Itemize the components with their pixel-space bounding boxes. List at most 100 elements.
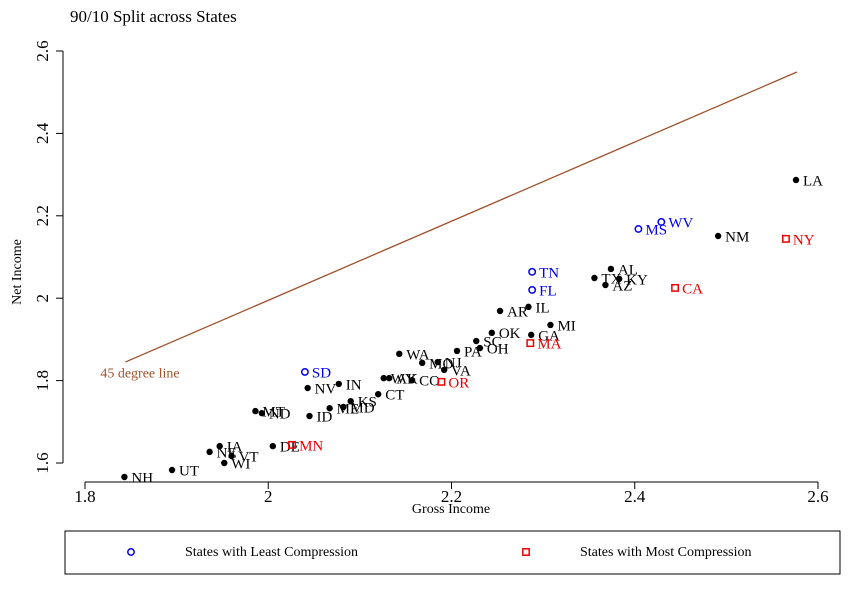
point-label: ME bbox=[337, 402, 360, 418]
point-label: CA bbox=[682, 281, 703, 297]
point bbox=[269, 442, 277, 450]
point bbox=[657, 218, 666, 226]
point bbox=[385, 374, 393, 382]
point bbox=[304, 384, 311, 392]
point-label: MI bbox=[557, 318, 575, 334]
point bbox=[252, 407, 259, 415]
legend-label: States with Least Compression bbox=[185, 545, 358, 560]
point-label: WA bbox=[406, 347, 429, 363]
point-label: NY bbox=[793, 232, 815, 248]
y-tick-label: 1.8 bbox=[33, 370, 52, 391]
point-label: KS bbox=[358, 395, 377, 411]
point bbox=[781, 234, 790, 243]
point bbox=[488, 329, 496, 337]
point bbox=[528, 286, 537, 294]
point bbox=[168, 466, 176, 474]
point-label: IA bbox=[227, 440, 243, 456]
reference-label: 45 degree line bbox=[100, 366, 179, 381]
y-tick-label: 2.6 bbox=[33, 40, 52, 61]
point bbox=[347, 398, 354, 405]
point bbox=[526, 339, 535, 348]
point-label: ID bbox=[316, 409, 332, 425]
point bbox=[396, 350, 403, 358]
point bbox=[453, 347, 461, 355]
point bbox=[528, 331, 535, 339]
point bbox=[714, 232, 722, 240]
x-tick-label: 2.4 bbox=[624, 487, 646, 506]
point bbox=[306, 412, 313, 420]
y-tick-label: 2.4 bbox=[33, 122, 52, 144]
point-label: WV bbox=[668, 215, 693, 231]
point-label: UT bbox=[179, 463, 199, 479]
point bbox=[216, 442, 223, 450]
point-label: AR bbox=[507, 304, 528, 320]
point-label: IL bbox=[535, 300, 549, 316]
point-label: AL bbox=[618, 262, 638, 278]
point-label: SC bbox=[483, 334, 501, 350]
x-tick-label: 2 bbox=[264, 487, 273, 506]
point bbox=[634, 225, 643, 233]
point-label: NH bbox=[131, 470, 153, 486]
x-tick-label: 1.8 bbox=[74, 487, 95, 506]
point-label: FL bbox=[539, 283, 557, 299]
point-label: MD bbox=[350, 400, 374, 416]
point-label: OR bbox=[448, 375, 469, 391]
point-label: AZ bbox=[612, 278, 632, 294]
point-label: SD bbox=[312, 365, 331, 381]
point-label: KY bbox=[626, 272, 648, 288]
point-label: MT bbox=[262, 405, 285, 421]
point-label: WI bbox=[231, 456, 250, 472]
point bbox=[288, 440, 297, 449]
point bbox=[547, 321, 554, 329]
point bbox=[326, 405, 333, 412]
point bbox=[206, 448, 213, 456]
point-label: VT bbox=[239, 449, 259, 465]
point bbox=[607, 265, 615, 273]
point bbox=[473, 337, 480, 345]
x-tick-label: 2.2 bbox=[441, 487, 462, 506]
point bbox=[615, 275, 623, 283]
point bbox=[602, 281, 609, 289]
point bbox=[121, 473, 128, 481]
legend-marker bbox=[127, 548, 135, 556]
point bbox=[221, 459, 228, 467]
point-label: MA bbox=[537, 337, 561, 353]
point bbox=[300, 367, 309, 376]
point bbox=[792, 176, 800, 184]
point-label: MN bbox=[299, 438, 323, 454]
point-label: NV bbox=[315, 381, 337, 397]
point bbox=[335, 380, 343, 388]
point-label: NJ bbox=[445, 355, 462, 371]
point-label: LA bbox=[803, 173, 823, 189]
point-label: OK bbox=[499, 326, 521, 342]
point bbox=[496, 307, 504, 315]
point bbox=[228, 452, 235, 460]
y-axis-label: Net Income bbox=[10, 239, 25, 305]
x-axis-label: Gross Income bbox=[412, 502, 490, 517]
legend-label: States with Most Compression bbox=[580, 545, 752, 560]
point-label: MS bbox=[645, 222, 667, 238]
point bbox=[671, 283, 680, 292]
point bbox=[434, 358, 441, 366]
point bbox=[437, 377, 446, 386]
point-label: OH bbox=[487, 341, 509, 357]
point-label: NM bbox=[725, 229, 749, 245]
y-tick-label: 1.6 bbox=[33, 452, 52, 473]
y-tick-label: 2.2 bbox=[33, 205, 52, 226]
point bbox=[380, 374, 387, 382]
point bbox=[525, 303, 532, 311]
point-label: IN bbox=[346, 377, 362, 393]
point-label: CT bbox=[385, 388, 404, 404]
point-label: ND bbox=[269, 407, 291, 423]
point-label: AK bbox=[396, 372, 418, 388]
point bbox=[408, 376, 416, 384]
point bbox=[375, 390, 382, 398]
x-tick-label: 2.6 bbox=[807, 487, 828, 506]
point bbox=[258, 409, 266, 417]
point bbox=[591, 274, 598, 282]
point bbox=[340, 403, 347, 411]
chart-title: 90/10 Split across States bbox=[70, 7, 237, 26]
point-label: CO bbox=[419, 374, 440, 390]
y-tick-label: 2 bbox=[33, 294, 52, 303]
